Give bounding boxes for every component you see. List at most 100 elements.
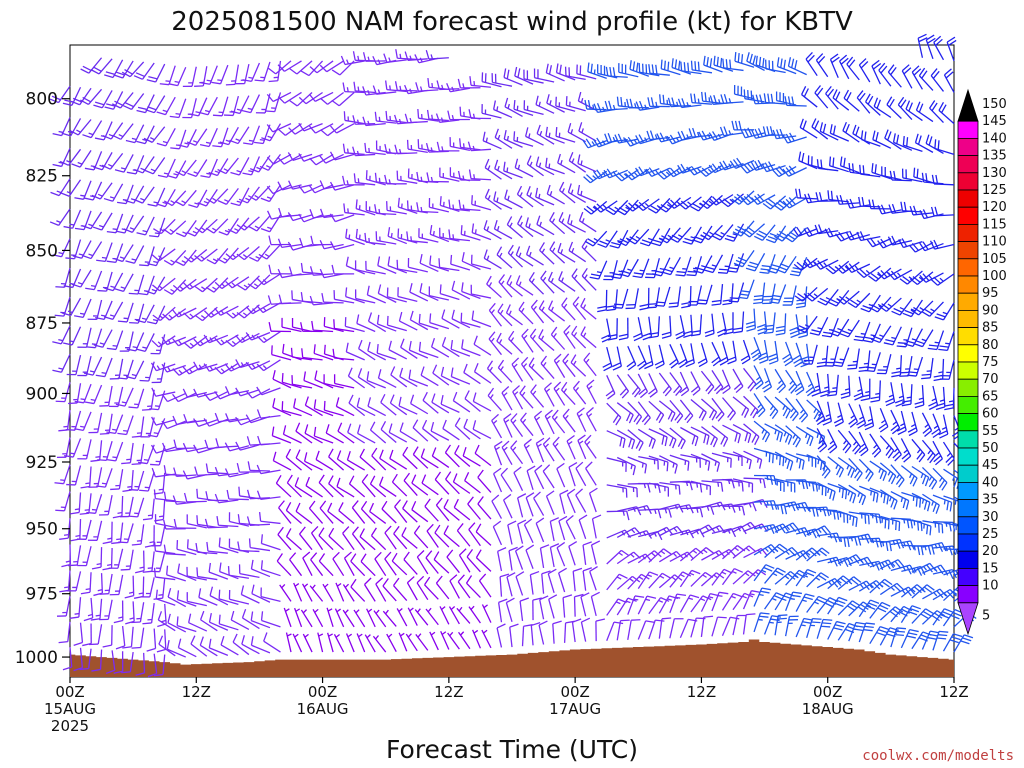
barb-staff [167, 648, 187, 658]
barb-feather [277, 526, 284, 535]
wind-barb [58, 621, 71, 644]
barb-half-feather [80, 194, 85, 197]
wind-barb [106, 441, 124, 462]
wind-barb [293, 607, 303, 628]
barb-staff [271, 353, 292, 361]
barb-feather [295, 449, 301, 459]
barb-half-feather [109, 314, 115, 317]
barb-feather [82, 134, 92, 139]
barb-half-feather [205, 141, 211, 144]
barb-staff [209, 595, 229, 606]
wind-barb [236, 304, 260, 319]
barb-feather [97, 459, 107, 462]
wind-barb [281, 373, 302, 389]
barb-feather [173, 439, 177, 449]
barb-half-feather [109, 196, 115, 199]
wind-barb [267, 60, 292, 75]
barb-feather [249, 168, 259, 173]
barb-half-feather [189, 342, 195, 347]
barb-staff [251, 593, 271, 603]
wind-barb [254, 124, 271, 145]
barb-staff [177, 598, 197, 607]
wind-barb [208, 613, 229, 631]
barb-staff [229, 598, 250, 605]
barb-feather [212, 145, 222, 148]
wind-barb [104, 272, 124, 292]
barb-half-feather [302, 609, 308, 614]
barb-half-feather [152, 318, 158, 322]
barb-feather [163, 519, 167, 530]
barb-half-feather [240, 362, 245, 367]
wind-barb [214, 276, 239, 290]
barb-staff [281, 214, 302, 218]
barb-feather [142, 570, 152, 573]
barb-feather [117, 432, 127, 436]
barb-feather [188, 204, 198, 209]
barb-feather [131, 463, 141, 466]
wind-barb [283, 607, 292, 628]
barb-staff [260, 469, 281, 475]
barb-feather [131, 621, 141, 624]
barb-feather [278, 294, 283, 304]
wind-barb [268, 322, 292, 333]
barb-feather [167, 613, 171, 623]
wind-barb [106, 414, 124, 434]
barb-half-feather [506, 135, 510, 141]
wind-barb [277, 60, 302, 72]
barb-half-feather [420, 176, 423, 182]
barb-half-feather [95, 456, 101, 458]
wind-barb [146, 305, 166, 325]
barb-feather [125, 139, 136, 144]
barb-feather [113, 619, 123, 624]
barb-half-feather [420, 206, 423, 212]
barb-feather [60, 192, 70, 197]
barb-half-feather [123, 429, 128, 432]
barb-staff [251, 620, 271, 629]
wind-barb [136, 125, 155, 145]
barb-half-feather [217, 79, 222, 82]
barb-staff [143, 652, 146, 673]
wind-barb [278, 207, 302, 218]
barb-feather [115, 71, 125, 76]
wind-barb [183, 335, 208, 349]
wind-barb [209, 586, 229, 606]
barb-staff [153, 628, 157, 649]
barb-half-feather [235, 138, 241, 142]
barb-feather [235, 359, 241, 368]
barb-half-feather [242, 254, 248, 258]
barb-feather [142, 622, 152, 625]
wind-barb [153, 567, 176, 581]
wind-barb [285, 501, 302, 524]
wind-barb [272, 451, 292, 471]
barb-feather [74, 315, 84, 319]
barb-half-feather [108, 163, 113, 168]
barb-half-feather [209, 337, 214, 342]
barb-feather [256, 335, 265, 344]
wind-barb [134, 550, 145, 574]
wind-barb [159, 65, 176, 86]
barb-feather [152, 284, 161, 292]
barb-feather [218, 537, 221, 547]
wind-barb [190, 635, 208, 657]
barb-feather [96, 485, 106, 488]
barb-feather [97, 289, 107, 292]
wind-barb [291, 375, 313, 389]
wind-barb [293, 398, 313, 417]
barb-staff [281, 243, 302, 248]
barb-feather [260, 560, 263, 570]
barb-half-feather [99, 224, 104, 228]
barb-feather [90, 69, 100, 75]
wind-barb [194, 248, 218, 262]
barb-feather [230, 610, 235, 621]
barb-feather [267, 67, 277, 75]
barb-feather [289, 552, 297, 561]
barb-half-feather [158, 515, 164, 518]
barb-feather [667, 61, 670, 71]
barb-half-feather [175, 113, 181, 115]
barb-half-feather [245, 197, 250, 201]
barb-feather [246, 436, 251, 446]
wind-barb [172, 336, 197, 347]
barb-feather [134, 168, 144, 174]
barb-feather [166, 640, 170, 650]
barb-feather [92, 66, 102, 72]
